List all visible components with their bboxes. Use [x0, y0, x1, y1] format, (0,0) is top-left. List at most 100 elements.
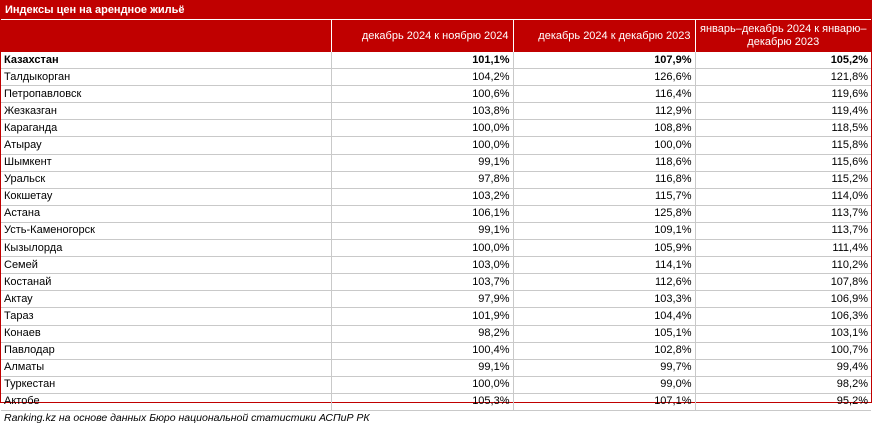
index-value-cell: 100,4%: [331, 342, 514, 360]
index-value-cell: 106,1%: [331, 205, 514, 223]
index-value-cell: 115,7%: [513, 188, 696, 206]
table-row: Тараз 101,9% 104,4% 106,3%: [1, 307, 871, 326]
index-value-cell: 100,6%: [331, 85, 514, 104]
table-row: Усть-Каменогорск 99,1% 109,1% 113,7%: [1, 222, 871, 241]
index-value-cell: 118,6%: [513, 154, 696, 172]
index-value-cell: 105,2%: [695, 52, 871, 70]
table-row: Кокшетау 103,2% 115,7% 114,0%: [1, 188, 871, 206]
index-value-cell: 97,8%: [331, 171, 514, 189]
index-value-cell: 97,9%: [331, 290, 514, 309]
table-row: Алматы 99,1% 99,7% 99,4%: [1, 359, 871, 377]
index-value-cell: 115,6%: [695, 154, 871, 172]
index-value-cell: 99,7%: [513, 359, 696, 377]
table-row: Караганда 100,0% 108,8% 118,5%: [1, 119, 871, 138]
index-value-cell: 100,0%: [331, 119, 514, 138]
table-row: Туркестан 100,0% 99,0% 98,2%: [1, 376, 871, 394]
table-row: Актобе 105,3% 107,1% 95,2%: [1, 393, 871, 411]
region-name-cell: Астана: [1, 205, 332, 223]
table-row: Конаев 98,2% 105,1% 103,1%: [1, 325, 871, 343]
index-value-cell: 121,8%: [695, 68, 871, 87]
index-value-cell: 103,2%: [331, 188, 514, 206]
index-value-cell: 100,0%: [331, 136, 514, 155]
index-value-cell: 98,2%: [331, 325, 514, 343]
index-value-cell: 99,1%: [331, 222, 514, 241]
index-value-cell: 100,0%: [331, 239, 514, 258]
table-row: Павлодар 100,4% 102,8% 100,7%: [1, 342, 871, 360]
region-name-cell: Уральск: [1, 171, 332, 189]
table-row: Астана 106,1% 125,8% 113,7%: [1, 205, 871, 223]
index-value-cell: 116,8%: [513, 171, 696, 189]
region-name-cell: Жезказган: [1, 102, 332, 121]
index-value-cell: 100,0%: [331, 376, 514, 394]
index-value-cell: 105,9%: [513, 239, 696, 258]
index-value-cell: 100,7%: [695, 342, 871, 360]
table-row: Актау 97,9% 103,3% 106,9%: [1, 290, 871, 309]
index-value-cell: 103,7%: [331, 273, 514, 292]
rent-index-table: декабрь 2024 к ноябрю 2024 декабрь 2024 …: [1, 19, 871, 411]
table-row: Казахстан 101,1% 107,9% 105,2%: [1, 52, 871, 70]
index-value-cell: 103,3%: [513, 290, 696, 309]
region-name-cell: Караганда: [1, 119, 332, 138]
region-name-cell: Талдыкорган: [1, 68, 332, 87]
index-value-cell: 114,1%: [513, 256, 696, 275]
index-value-cell: 107,9%: [513, 52, 696, 70]
index-value-cell: 112,9%: [513, 102, 696, 121]
index-value-cell: 105,3%: [331, 393, 514, 411]
table-title: Индексы цен на арендное жильё: [1, 1, 871, 19]
table-row: Семей 103,0% 114,1% 110,2%: [1, 256, 871, 275]
index-value-cell: 118,5%: [695, 119, 871, 138]
table-row: Жезказган 103,8% 112,9% 119,4%: [1, 102, 871, 121]
index-value-cell: 111,4%: [695, 239, 871, 258]
index-value-cell: 101,9%: [331, 307, 514, 326]
region-name-cell: Атырау: [1, 136, 332, 155]
header-row: декабрь 2024 к ноябрю 2024 декабрь 2024 …: [1, 19, 871, 52]
table-row: Атырау 100,0% 100,0% 115,8%: [1, 136, 871, 155]
region-name-cell: Актобе: [1, 393, 332, 411]
region-name-cell: Шымкент: [1, 154, 332, 172]
region-name-cell: Кызылорда: [1, 239, 332, 258]
table-row: Уральск 97,8% 116,8% 115,2%: [1, 171, 871, 189]
index-value-cell: 115,8%: [695, 136, 871, 155]
index-value-cell: 103,0%: [331, 256, 514, 275]
header-region: [1, 19, 331, 52]
index-value-cell: 119,4%: [695, 102, 871, 121]
index-value-cell: 113,7%: [695, 205, 871, 223]
index-value-cell: 113,7%: [695, 222, 871, 241]
index-value-cell: 109,1%: [513, 222, 696, 241]
index-value-cell: 110,2%: [695, 256, 871, 275]
table-row: Костанай 103,7% 112,6% 107,8%: [1, 273, 871, 292]
index-value-cell: 106,3%: [695, 307, 871, 326]
index-value-cell: 108,8%: [513, 119, 696, 138]
region-name-cell: Тараз: [1, 307, 332, 326]
index-value-cell: 126,6%: [513, 68, 696, 87]
region-name-cell: Туркестан: [1, 376, 332, 394]
table-row: Кызылорда 100,0% 105,9% 111,4%: [1, 239, 871, 258]
index-value-cell: 125,8%: [513, 205, 696, 223]
table-body: Казахстан 101,1% 107,9% 105,2% Талдыкорган 10…: [1, 52, 871, 411]
region-name-cell: Конаев: [1, 325, 332, 343]
region-name-cell: Казахстан: [1, 52, 332, 70]
region-name-cell: Кокшетау: [1, 188, 332, 206]
region-name-cell: Костанай: [1, 273, 332, 292]
index-value-cell: 102,8%: [513, 342, 696, 360]
index-value-cell: 119,6%: [695, 85, 871, 104]
table-row: Шымкент 99,1% 118,6% 115,6%: [1, 154, 871, 172]
region-name-cell: Семей: [1, 256, 332, 275]
region-name-cell: Актау: [1, 290, 332, 309]
index-value-cell: 114,0%: [695, 188, 871, 206]
header-annual-average: январь–декабрь 2024 к январю–декабрю 202…: [694, 19, 871, 52]
index-value-cell: 98,2%: [695, 376, 871, 394]
index-value-cell: 107,8%: [695, 273, 871, 292]
index-value-cell: 106,9%: [695, 290, 871, 309]
index-value-cell: 99,4%: [695, 359, 871, 377]
index-value-cell: 100,0%: [513, 136, 696, 155]
index-value-cell: 99,1%: [331, 154, 514, 172]
index-value-cell: 115,2%: [695, 171, 871, 189]
index-value-cell: 95,2%: [695, 393, 871, 411]
index-value-cell: 104,4%: [513, 307, 696, 326]
index-value-cell: 101,1%: [331, 52, 514, 70]
index-value-cell: 112,6%: [513, 273, 696, 292]
index-value-cell: 99,1%: [331, 359, 514, 377]
header-year-over-year: декабрь 2024 к декабрю 2023: [512, 19, 695, 52]
